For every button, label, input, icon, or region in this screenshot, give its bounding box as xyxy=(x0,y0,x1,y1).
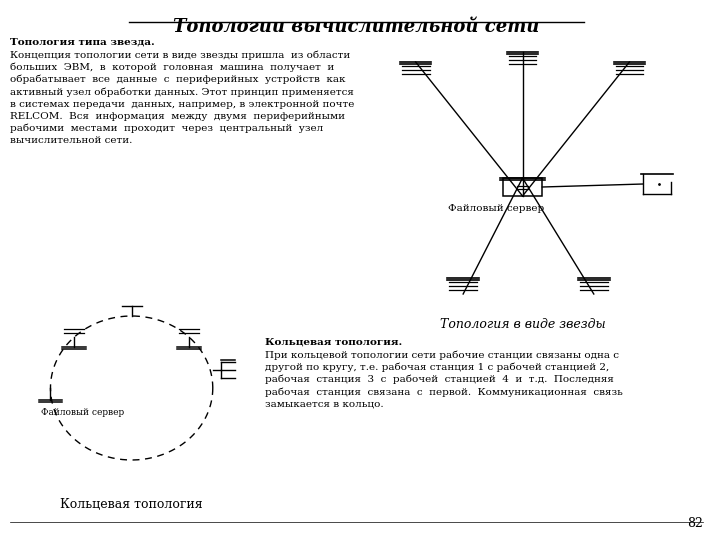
Bar xyxy=(503,178,542,196)
Text: Кольцевая топология: Кольцевая топология xyxy=(60,498,203,511)
Text: Топология типа звезда.: Топология типа звезда. xyxy=(10,38,155,47)
Text: 82: 82 xyxy=(687,517,703,530)
Text: Топология в виде звезды: Топология в виде звезды xyxy=(440,318,606,331)
Text: Топологии вычислительной сети: Топологии вычислительной сети xyxy=(173,18,539,36)
Text: Файловый сервер: Файловый сервер xyxy=(449,204,544,213)
Text: Кольцевая топология.: Кольцевая топология. xyxy=(265,338,402,347)
Text: При кольцевой топологии сети рабочие станции связаны одна с
другой по кругу, т.е: При кольцевой топологии сети рабочие ста… xyxy=(265,350,623,409)
Text: Файловый сервер: Файловый сервер xyxy=(40,408,124,417)
Text: Концепция топологии сети в виде звезды пришла  из области
больших  ЭВМ,  в  кото: Концепция топологии сети в виде звезды п… xyxy=(10,50,354,145)
